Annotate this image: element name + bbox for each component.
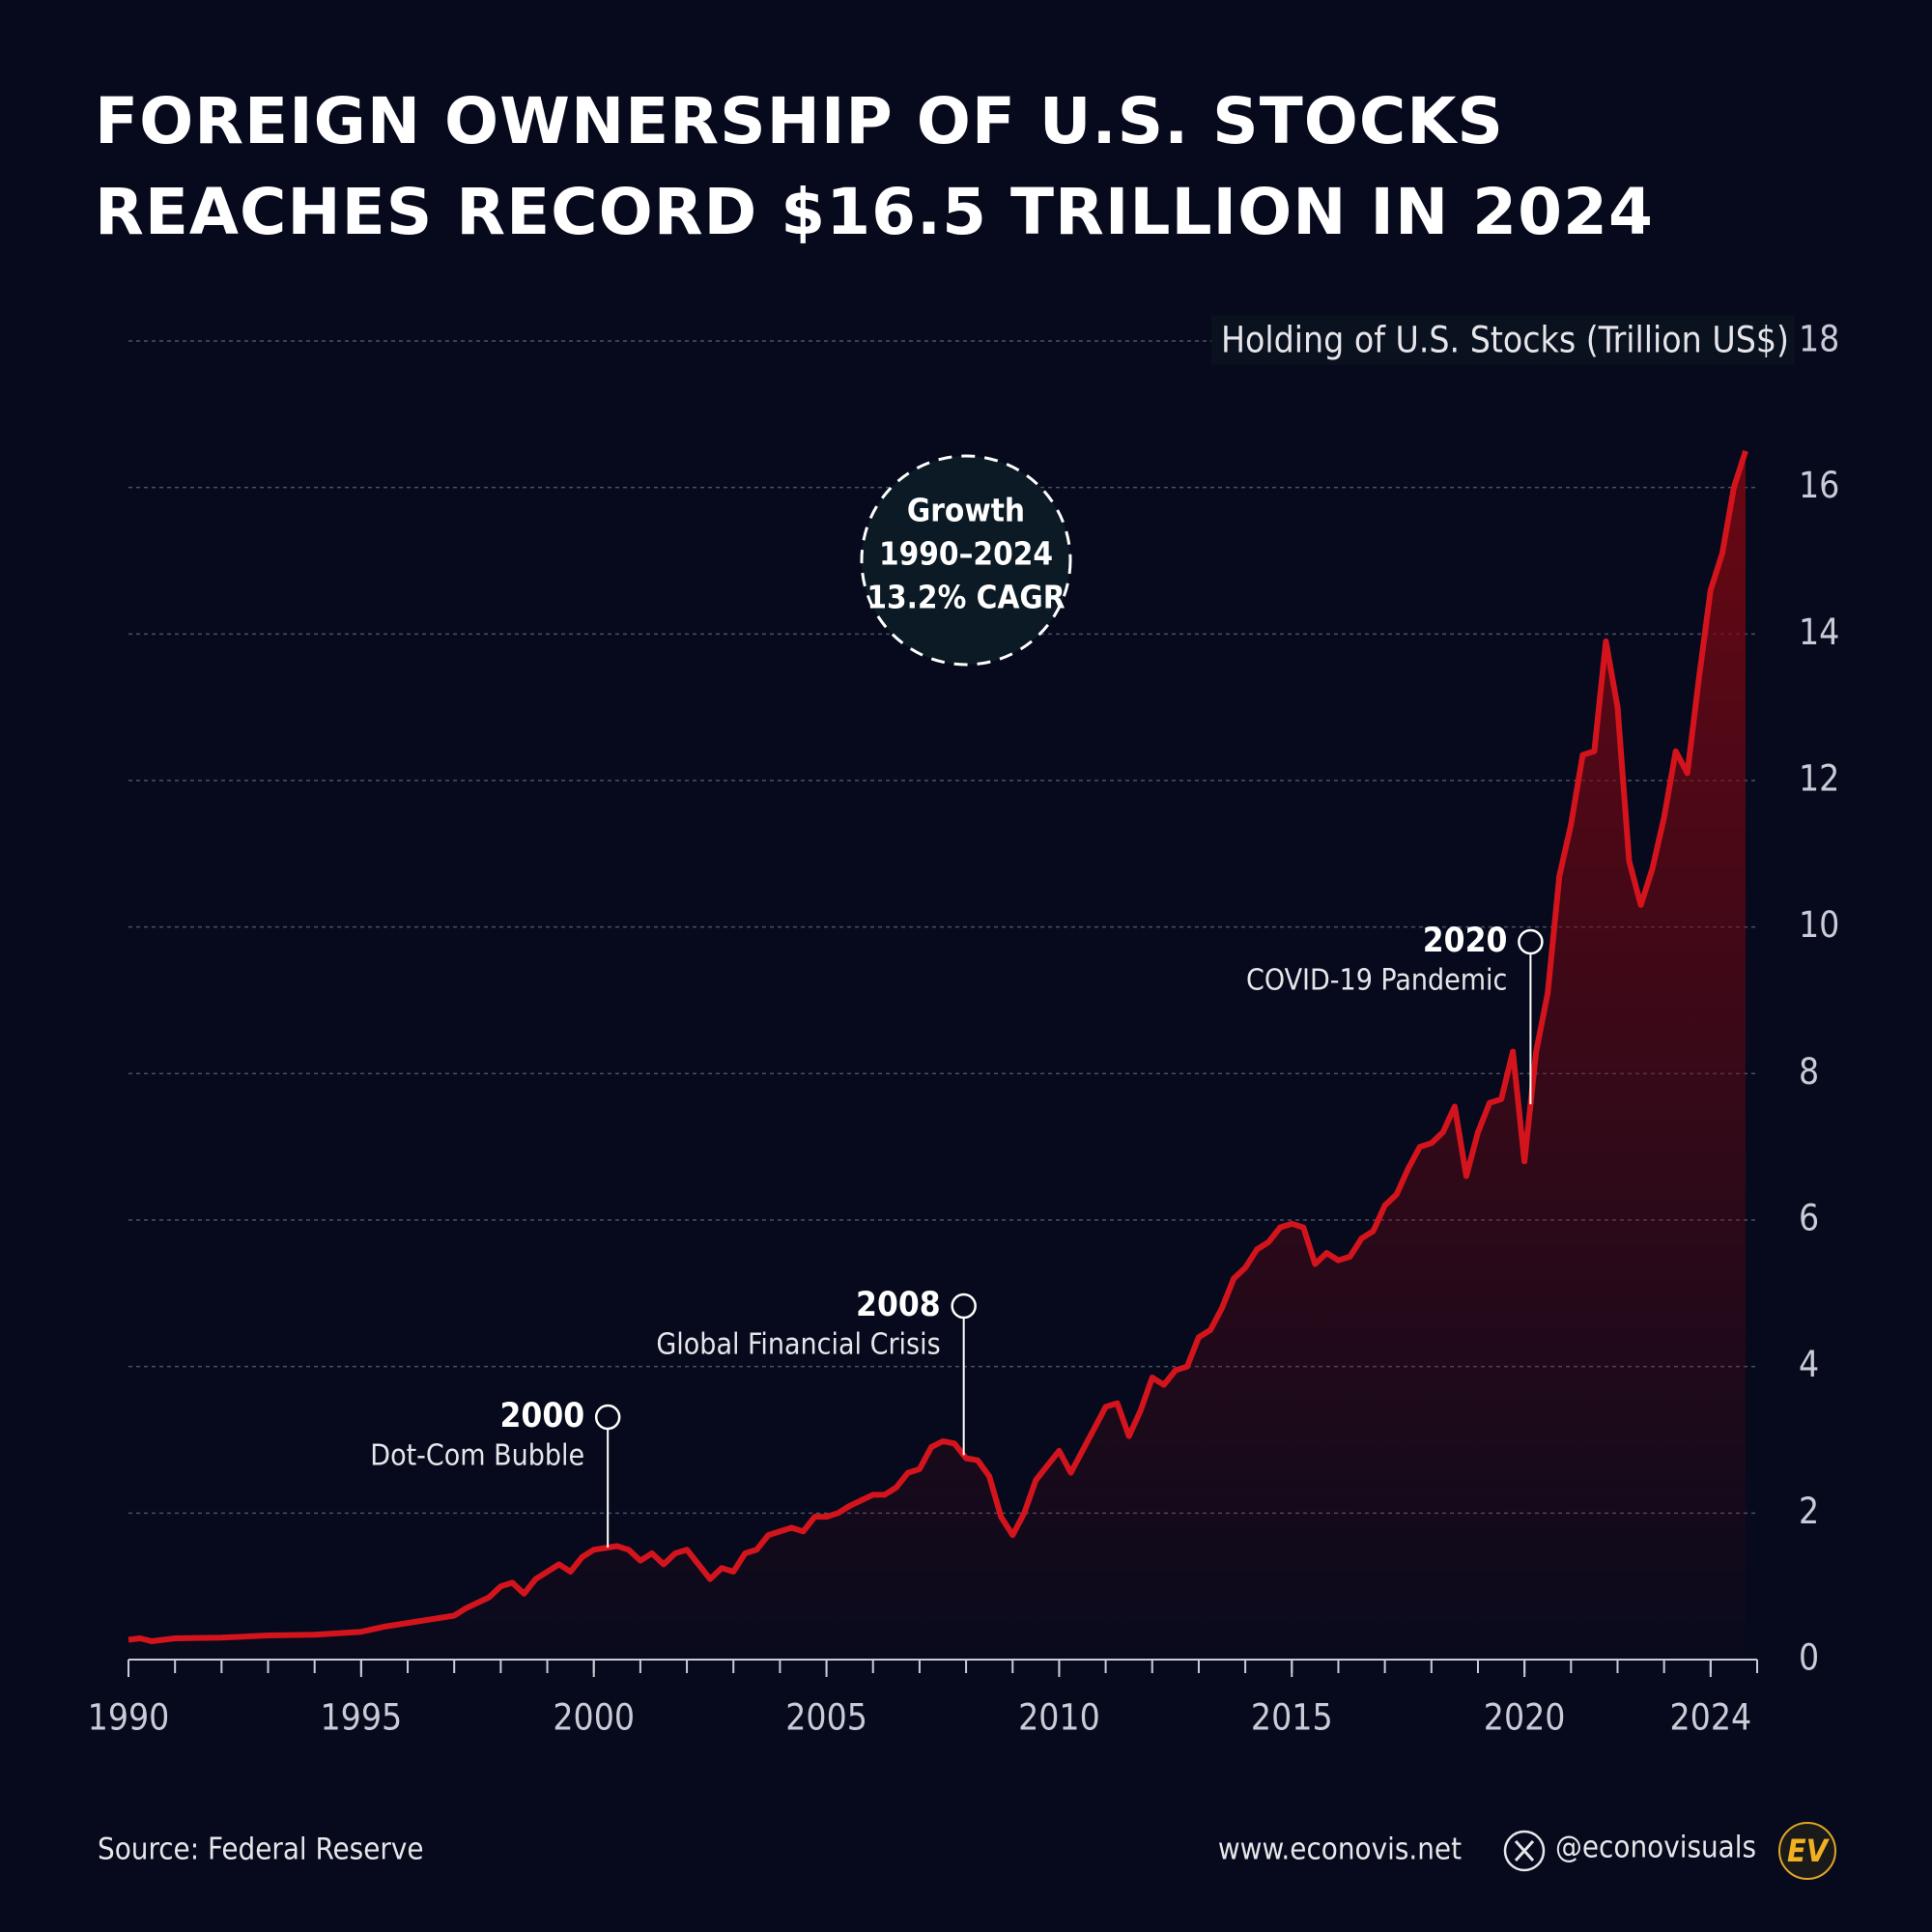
annotation-year: 2000 (500, 1397, 585, 1435)
growth-callout: Growth 1990–2024 13.2% CAGR (860, 454, 1072, 667)
axis-title-background (1211, 315, 1795, 365)
callout-text: 13.2% CAGR (867, 579, 1065, 616)
y-tick-label: 2 (1799, 1491, 1819, 1532)
website: www.econovis.net (1218, 1833, 1462, 1867)
y-tick-label: 12 (1799, 758, 1839, 800)
annotations: 2000 Dot-Com Bubble 2008 Global Financial C… (370, 922, 1544, 1548)
annotation-year: 2020 (1423, 922, 1508, 960)
chart-title: REACHES RECORD $16.5 TRILLION IN 2024 (95, 175, 1654, 249)
x-tick-label: 2010 (1018, 1697, 1100, 1739)
annotation-marker (594, 1404, 621, 1431)
annotation-marker (1518, 928, 1544, 955)
area (128, 450, 1746, 1660)
callout-text: 1990–2024 (879, 535, 1053, 573)
callout-circle (860, 454, 1072, 667)
y-tick-label: 6 (1799, 1198, 1819, 1239)
x-tick-label: 2005 (785, 1697, 867, 1739)
plot (128, 449, 1748, 1660)
source: Source: Federal Reserve (98, 1833, 424, 1867)
x-tick-label: 2024 (1669, 1697, 1751, 1739)
x-tick-label: 2015 (1251, 1697, 1333, 1739)
chart-title: FOREIGN OWNERSHIP OF U.S. STOCKS (95, 84, 1504, 158)
handle: @econovisuals (1555, 1831, 1756, 1865)
annotation-year: 2008 (856, 1286, 941, 1324)
x-icon (1503, 1830, 1546, 1872)
y-tick-label: 4 (1799, 1344, 1819, 1385)
annotation-text: Global Financial Crisis (656, 1328, 940, 1362)
x-tick-label: 1990 (88, 1697, 170, 1739)
y-tick-label: 8 (1799, 1051, 1819, 1093)
logo: EV (1787, 1833, 1831, 1869)
axes: 0 2 4 6 8 10 12 14 16 18 1990 1995 2000 2005 2010 2015 2… (88, 319, 1840, 1739)
y-axis-title: Holding of U.S. Stocks (Trillion US$) (1221, 320, 1789, 361)
y-tick-label: 18 (1799, 319, 1839, 360)
y-tick-label: 16 (1799, 465, 1839, 506)
y-tick-label: 14 (1799, 611, 1839, 653)
line (128, 449, 1748, 1644)
y-tick-label: 10 (1799, 904, 1839, 946)
x-tick-label: 1995 (321, 1697, 403, 1739)
y-tick-label: 0 (1799, 1637, 1819, 1679)
annotation-text: COVID-19 Pandemic (1246, 964, 1507, 998)
x-tick-label: 2000 (553, 1697, 635, 1739)
annotation-marker (951, 1293, 977, 1320)
callout-text: Growth (907, 492, 1025, 529)
annotation-text: Dot-Com Bubble (370, 1439, 584, 1473)
x-tick-label: 2020 (1484, 1697, 1566, 1739)
logo-circle (1778, 1822, 1836, 1880)
